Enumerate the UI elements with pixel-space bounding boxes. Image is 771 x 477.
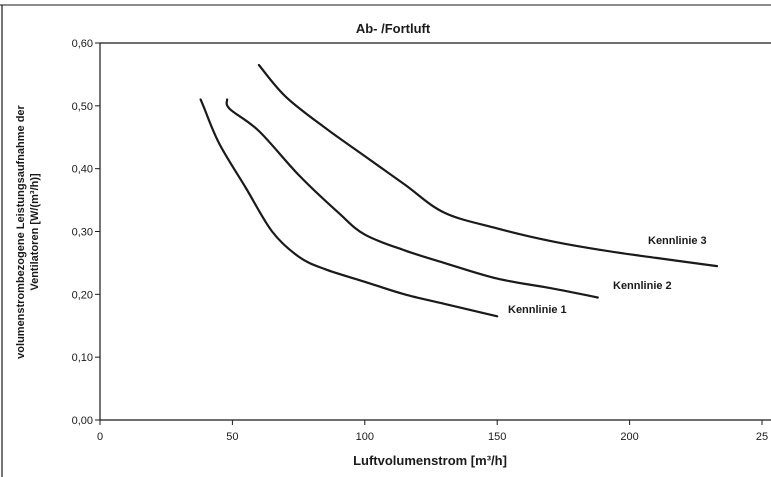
x-tick-label: 200 <box>620 431 638 443</box>
x-axis-label: Luftvolumenstrom [m³/h] <box>353 453 507 468</box>
chart-title: Ab- /Fortluft <box>356 21 431 36</box>
y-tick-label: 0,50 <box>72 101 93 113</box>
y-tick-label: 0,40 <box>72 164 93 176</box>
y-axis-label-line-1: volumenstrombezogene Leistungsaufnahme d… <box>15 104 27 358</box>
series-line-kennlinie-1 <box>199 98 499 318</box>
series-line-kennlinie-2 <box>225 98 599 299</box>
series-label-kennlinie-1: Kennlinie 1 <box>508 304 567 316</box>
y-tick-label: 0,00 <box>72 415 93 427</box>
x-tick-label: 50 <box>226 431 238 443</box>
y-axis-label-line-2: Ventilatoren [W/(m³/h)] <box>29 173 41 291</box>
series-label-kennlinie-2: Kennlinie 2 <box>613 280 672 292</box>
series-line-kennlinie-3 <box>257 63 719 268</box>
y-tick-label: 0,60 <box>72 38 93 50</box>
x-tick-label: 0 <box>97 431 103 443</box>
y-tick-label: 0,20 <box>72 289 93 301</box>
series-label-kennlinie-3: Kennlinie 3 <box>648 235 707 247</box>
x-tick-label: 150 <box>488 431 506 443</box>
y-tick-label: 0,10 <box>72 352 93 364</box>
x-tick-label: 100 <box>356 431 374 443</box>
x-tick-label: 25 <box>756 431 768 443</box>
y-tick-label: 0,30 <box>72 227 93 239</box>
